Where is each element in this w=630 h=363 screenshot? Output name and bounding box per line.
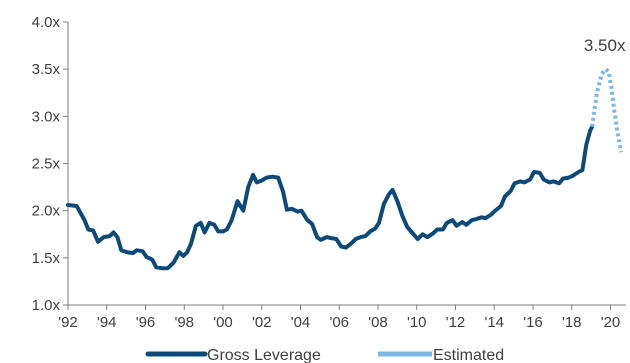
y-tick-label: 4.0x [32,14,61,31]
x-tick-label: '12 [446,314,466,331]
legend-estimated-label: Estimated [433,347,504,363]
gross-leverage-line [66,124,595,271]
x-tick-label: '96 [136,314,156,331]
x-tick-label: '08 [368,314,388,331]
y-tick-label: 3.0x [32,108,61,125]
peak-annotation: 3.50x [584,36,626,55]
y-tick-label: 2.5x [32,156,61,173]
x-tick-label: '92 [58,314,78,331]
x-tick-label: '00 [213,314,233,331]
x-tick-label: '20 [601,314,621,331]
legend-gross-leverage-label: Gross Leverage [207,347,321,363]
y-tick-label: 1.5x [32,250,61,267]
x-axis-ticks: '92 '94 '96 '98 '00 '02 '04 '06 '08 '10 '12 '14 '16 '… [58,305,620,331]
x-tick-label: '18 [562,314,582,331]
x-tick-label: '98 [174,314,194,331]
series-lines [66,67,624,271]
x-tick-label: '16 [523,314,543,331]
y-axis-ticks: 1.0x 1.5x 2.0x 2.5x 3.0x 3.5x 4.0x [32,14,68,314]
x-tick-label: '06 [329,314,349,331]
x-tick-label: '14 [484,314,504,331]
y-tick-label: 2.0x [32,203,61,220]
y-tick-label: 1.0x [32,297,61,314]
y-tick-label: 3.5x [32,61,61,78]
x-tick-label: '10 [407,314,427,331]
x-tick-label: '02 [252,314,272,331]
legend: Gross Leverage Estimated [145,347,504,363]
x-tick-label: '04 [291,314,311,331]
x-tick-label: '94 [97,314,117,331]
estimated-line [590,67,624,153]
